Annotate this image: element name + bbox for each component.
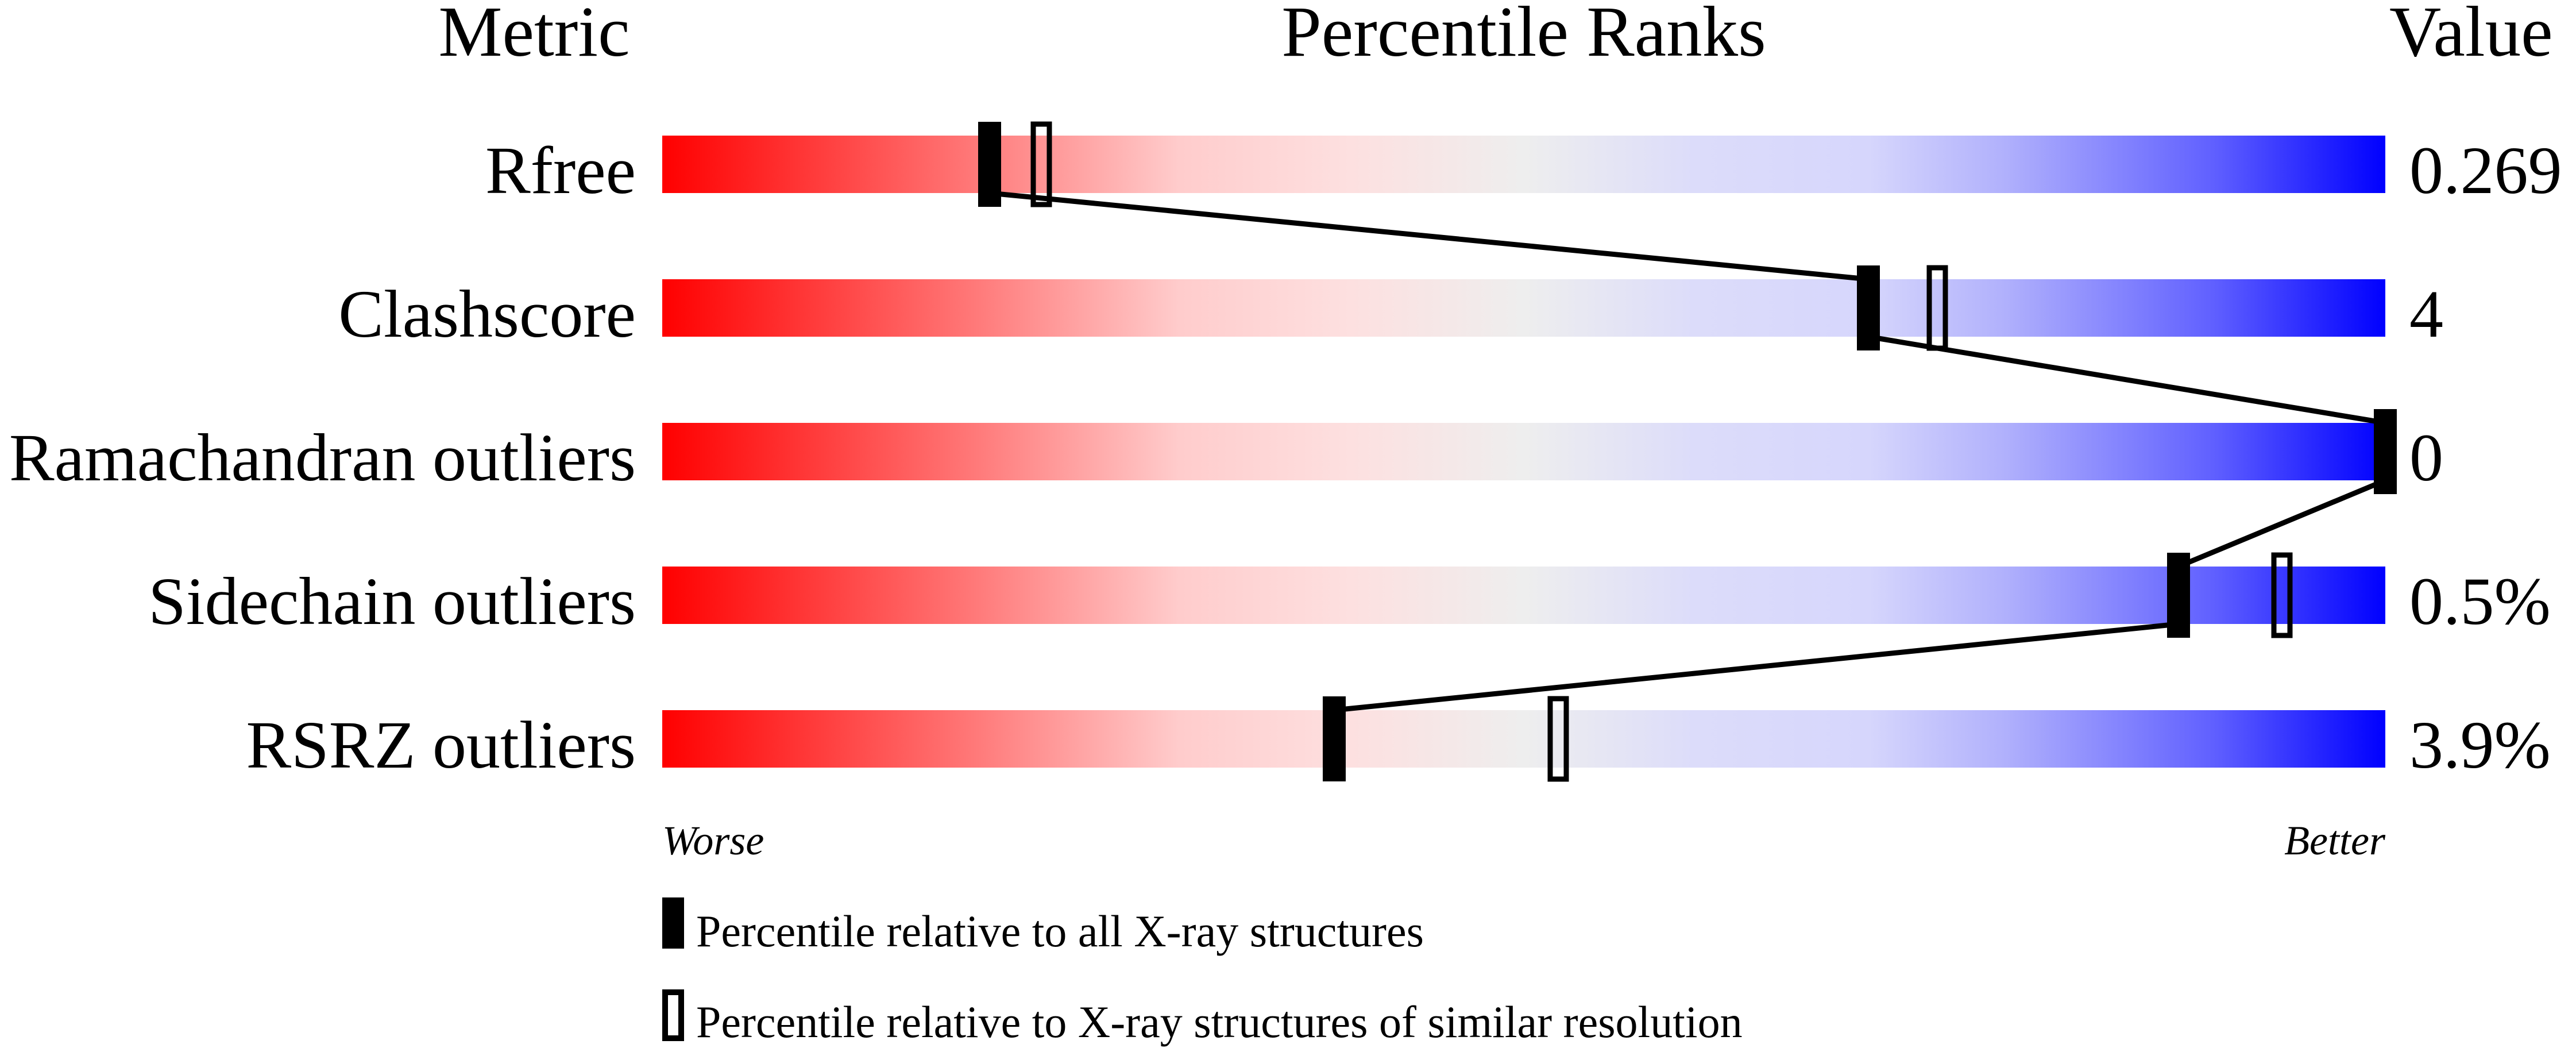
percentile-bar (662, 567, 2385, 624)
markers (978, 121, 2397, 782)
marker-all-structures (1323, 696, 1346, 781)
metric-label: Ramachandran outliers (9, 420, 636, 495)
metric-row: Ramachandran outliers 0 (9, 420, 2443, 495)
marker-all-structures (1857, 265, 1880, 350)
metric-row: Sidechain outliers 0.5% (148, 564, 2551, 639)
marker-all-structures (2167, 553, 2190, 638)
marker-similar-resolution (1547, 696, 1569, 782)
metric-value: 4 (2409, 276, 2443, 352)
percentile-bar (662, 279, 2385, 337)
metric-row: RSRZ outliers 3.9% (246, 707, 2550, 783)
axis-label-worse: Worse (662, 818, 764, 864)
marker-all-structures (2374, 409, 2397, 494)
metric-value: 0.5% (2409, 564, 2551, 639)
metric-label: RSRZ outliers (246, 707, 636, 783)
connector-line (1334, 621, 2179, 713)
legend-label-similar: Percentile relative to X-ray structures … (696, 997, 1743, 1047)
metric-row: Rfree 0.269 (485, 133, 2562, 208)
percentile-bar (662, 136, 2385, 193)
header-percentile-ranks: Percentile Ranks (1281, 0, 1766, 72)
legend-label-all: Percentile relative to all X-ray structu… (696, 906, 1424, 956)
marker-similar-resolution (2271, 552, 2293, 638)
percentile-bar (662, 710, 2385, 768)
legend-filled-marker (662, 897, 684, 949)
connector-line (2177, 477, 2386, 569)
metric-label: Sidechain outliers (148, 564, 636, 639)
connector-lines (989, 190, 2386, 713)
metric-value: 3.9% (2409, 707, 2551, 783)
marker-similar-resolution (1926, 265, 1948, 351)
connector-line (989, 190, 1869, 282)
header-value: Value (2389, 0, 2553, 72)
marker-similar-resolution (1030, 121, 1052, 207)
rows: Rfree 0.269 Clashscore 4 Ramachandran outlie… (9, 133, 2562, 783)
legend-open-marker (662, 989, 684, 1041)
metric-label: Rfree (485, 133, 636, 208)
metric-value: 0 (2409, 420, 2443, 495)
percentile-bar (662, 423, 2385, 480)
metric-label: Clashscore (338, 276, 636, 352)
header-metric: Metric (438, 0, 629, 72)
metric-row: Clashscore 4 (338, 276, 2443, 352)
axis-label-better: Better (2284, 818, 2386, 864)
metric-value: 0.269 (2409, 133, 2562, 208)
marker-all-structures (978, 122, 1001, 207)
connector-line (1868, 334, 2386, 426)
